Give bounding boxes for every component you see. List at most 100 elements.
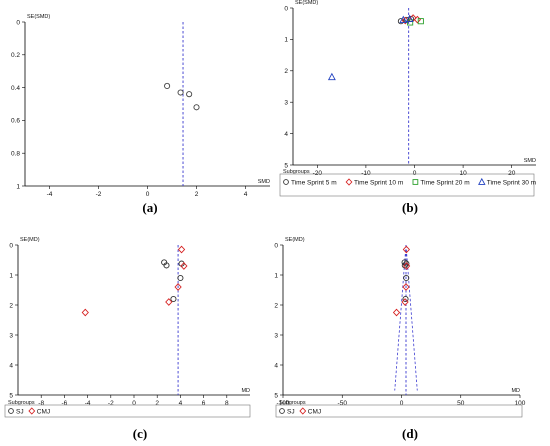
legend-marker	[8, 408, 14, 414]
x-tick-label: 0	[400, 400, 404, 407]
x-tick-label: -8	[38, 400, 44, 407]
data-point	[401, 262, 408, 269]
y-tick-label: 0.8	[11, 151, 20, 158]
x-axis-label: MD	[241, 388, 250, 394]
y-tick-label: 4	[274, 362, 278, 369]
data-point	[405, 14, 414, 23]
y-tick-label: 2	[274, 302, 278, 309]
legend-entry: SJ	[287, 408, 295, 415]
funnel-limit-right	[405, 244, 418, 391]
data-point	[163, 262, 170, 269]
legend-entry: Time Sprint 20 m	[420, 179, 469, 186]
data-point	[186, 91, 193, 98]
x-axis-label: MD	[511, 388, 520, 394]
y-tick-label: 0	[16, 19, 20, 26]
y-axis-label: SE(SMD)	[27, 14, 50, 20]
x-tick-label: 20	[508, 170, 516, 177]
panel-label: (c)	[133, 426, 147, 441]
x-tick-label: 4	[179, 400, 183, 407]
y-tick-label: 1	[16, 183, 20, 190]
legend-entry: SJ	[16, 408, 24, 415]
x-tick-label: -4	[85, 400, 91, 407]
x-tick-label: 50	[457, 400, 465, 407]
data-point	[403, 260, 410, 267]
data-point	[401, 298, 409, 306]
panel-label: (d)	[402, 426, 418, 441]
legend-marker	[478, 177, 486, 185]
legend-box	[4, 404, 251, 418]
data-point	[397, 18, 404, 25]
x-tick-label: 0	[146, 191, 150, 198]
y-tick-label: 3	[284, 100, 288, 107]
data-point	[164, 82, 171, 90]
data-point	[170, 295, 177, 303]
legend-marker	[412, 179, 419, 185]
x-tick-label: 0	[413, 170, 417, 177]
y-tick-label: 0.2	[11, 52, 20, 59]
data-point	[407, 19, 414, 26]
funnel-panel-2: 0 1 2 3 4 5 -20 -10 0 10 20 SE(SMD) SMD Subgroups Time…	[279, 0, 536, 215]
x-tick-label: 2	[155, 400, 159, 407]
legend-entry: CMJ	[37, 408, 50, 415]
y-tick-label: 1	[274, 272, 278, 279]
legend-entry: Time Sprint 5 m	[291, 179, 337, 186]
data-point	[402, 295, 409, 303]
y-tick-label: 5	[274, 392, 278, 399]
y-tick-label: 4	[9, 362, 13, 369]
x-tick-label: 4	[244, 191, 248, 198]
funnel-panel-4: 0 1 2 3 4 5-100 -50 0 50 100 SE(MD) MD Subgroups SJ CM…	[274, 237, 525, 441]
data-point	[180, 262, 188, 270]
legend-box	[275, 404, 523, 418]
y-tick-label: 5	[9, 392, 13, 399]
y-tick-label: 2	[284, 68, 288, 75]
y-tick-label: 0.4	[11, 85, 20, 92]
data-point	[177, 274, 184, 282]
legend-entry: Time Sprint 30 m	[487, 179, 536, 186]
panel-label: (a)	[142, 200, 157, 215]
x-tick-label: -50	[338, 400, 348, 407]
x-tick-label: -20	[313, 170, 323, 177]
x-axis-label: SMD	[258, 179, 270, 185]
data-point	[177, 245, 186, 254]
legend-title: Subgroups	[8, 400, 35, 406]
x-tick-label: -4	[47, 191, 53, 198]
data-point	[177, 89, 184, 96]
y-axis-label: SE(SMD)	[295, 0, 318, 6]
x-axis-label: SMD	[524, 158, 536, 164]
x-tick-label: -2	[96, 191, 102, 198]
x-tick-label: -100	[276, 400, 289, 407]
x-tick-label: 2	[195, 191, 199, 198]
x-tick-label: 8	[225, 400, 229, 407]
data-point	[193, 104, 200, 111]
y-tick-label: 1	[284, 37, 288, 44]
y-axis-label: SE(MD)	[20, 237, 40, 243]
x-tick-label: -6	[62, 400, 68, 407]
x-tick-label: 6	[202, 400, 206, 407]
y-tick-label: 0	[284, 5, 288, 12]
legend-title: Subgroups	[279, 400, 306, 406]
panel-label: (b)	[402, 200, 418, 215]
legend-marker	[279, 408, 285, 414]
data-point	[417, 18, 424, 25]
legend-entry: Time Sprint 10 m	[354, 179, 403, 186]
y-tick-label: 3	[9, 332, 13, 339]
legend-box	[279, 173, 535, 197]
y-tick-label: 0	[274, 242, 278, 249]
data-point	[81, 308, 89, 317]
data-point	[403, 274, 410, 282]
y-axis-label: SE(MD)	[285, 237, 305, 243]
x-tick-label: -10	[361, 170, 371, 177]
funnel-panel-3: 0 1 2 3 4 5 -8 -6 -4 -2 0 2 4 6 8 SE(MD) MD Subgroups SJ CM…	[4, 237, 251, 441]
y-tick-label: 3	[274, 332, 278, 339]
legend-marker	[345, 178, 353, 186]
y-tick-label: 5	[284, 162, 288, 169]
x-tick-label: 10	[459, 170, 467, 177]
y-tick-label: 2	[9, 302, 13, 309]
x-tick-label: 0	[132, 400, 136, 407]
y-tick-label: 4	[284, 131, 288, 138]
x-tick-label: 100	[515, 400, 526, 407]
data-point	[399, 15, 408, 23]
data-point	[392, 308, 401, 317]
y-tick-label: 1	[9, 272, 13, 279]
